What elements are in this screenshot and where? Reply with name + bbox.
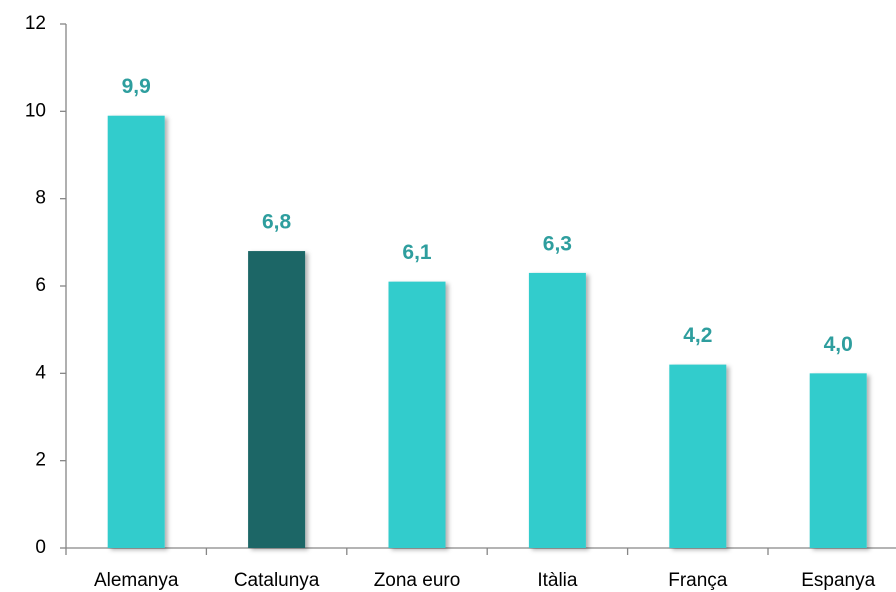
- y-tick-label: 4: [35, 362, 46, 383]
- x-tick-label: Espanya: [801, 570, 875, 591]
- x-tick-label: Zona euro: [374, 570, 461, 591]
- y-tick-label: 6: [35, 275, 46, 296]
- x-tick-label: França: [668, 570, 728, 591]
- y-tick-label: 8: [35, 188, 46, 209]
- value-label: 4,2: [683, 324, 712, 347]
- value-label: 6,8: [262, 211, 292, 234]
- value-label: 4,0: [824, 333, 853, 356]
- bar: [528, 272, 586, 548]
- y-tick-label: 0: [35, 537, 46, 558]
- value-label: 9,9: [122, 75, 151, 98]
- value-label: 6,1: [402, 241, 432, 264]
- bar: [248, 251, 306, 549]
- y-tick-label: 2: [35, 450, 46, 471]
- y-tick-label: 12: [25, 13, 46, 34]
- bar: [388, 281, 446, 548]
- x-tick-label: Catalunya: [234, 570, 320, 591]
- value-label: 6,3: [543, 232, 572, 255]
- bar: [107, 115, 165, 548]
- bar: [809, 373, 867, 548]
- x-tick-label: Itàlia: [537, 570, 578, 591]
- y-tick-label: 10: [25, 100, 46, 121]
- x-tick-label: Alemanya: [94, 570, 179, 591]
- bar: [669, 364, 727, 548]
